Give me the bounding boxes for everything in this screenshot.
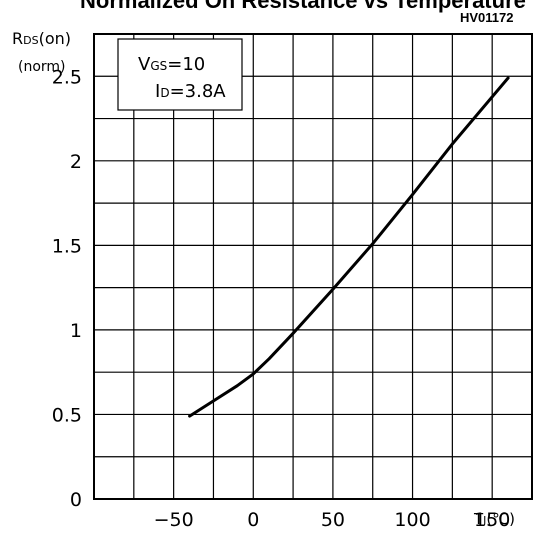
series-line-rds-on — [188, 76, 510, 418]
y-axis-label: RDS(on) — [12, 29, 71, 48]
x-tick-label: 50 — [321, 509, 345, 531]
y-axis-label-unit: (norm) — [18, 59, 66, 75]
figure-code: HV01172 — [460, 10, 514, 25]
legend-id: ID=3.8A — [155, 81, 226, 102]
x-tick-labels: −50 0 50 100 150 — [154, 509, 511, 531]
y-tick-label: 2.5 — [52, 66, 82, 88]
series-layer — [188, 76, 510, 418]
x-tick-label: −50 — [154, 509, 194, 531]
legend: VGS=10 ID=3.8A — [117, 38, 243, 111]
y-tick-label: 0 — [70, 489, 82, 511]
chart-title-fragment: Normalized On Resistance vs Temperature — [80, 0, 526, 13]
x-tick-label: 150 — [474, 509, 510, 531]
legend-box — [117, 38, 243, 111]
legend-vgs: VGS=10 — [138, 54, 205, 75]
y-tick-label: 0.5 — [52, 404, 82, 426]
y-tick-label: 1 — [70, 320, 82, 342]
y-tick-label: 1.5 — [52, 235, 82, 257]
y-tick-labels: 0 0.5 1 1.5 2 2.5 — [52, 66, 82, 511]
y-tick-label: 2 — [70, 151, 82, 173]
plot-frame — [93, 33, 533, 500]
x-tick-label: 100 — [394, 509, 430, 531]
x-axis-label: TJ(℃) — [473, 510, 515, 528]
x-tick-label: 0 — [247, 509, 259, 531]
grid-lines — [94, 34, 532, 499]
